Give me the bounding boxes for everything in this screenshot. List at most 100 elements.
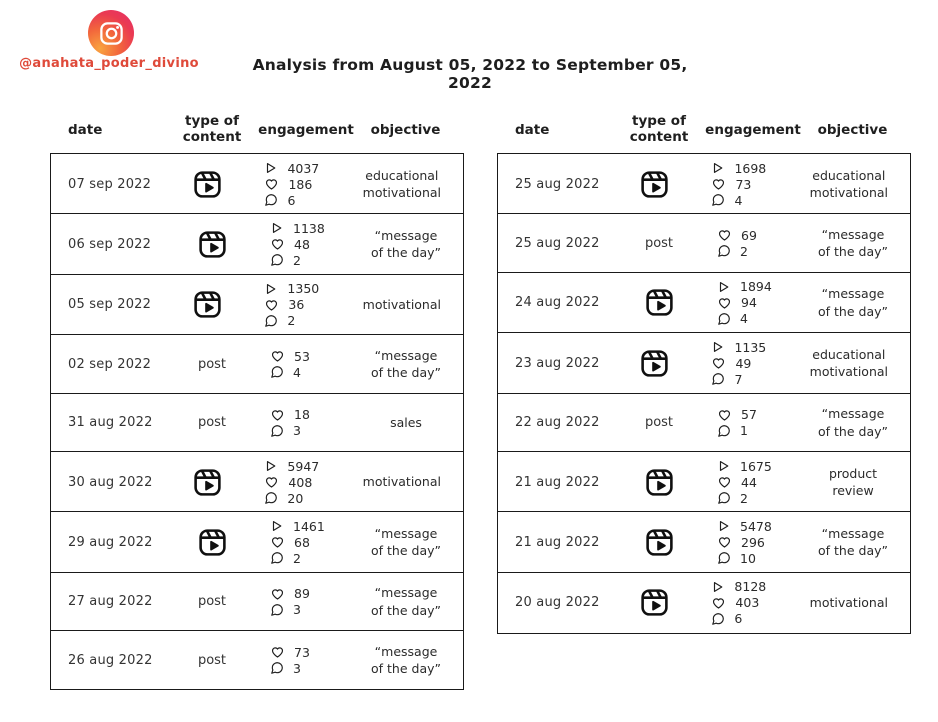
objective-cell: motivational <box>809 595 888 611</box>
plays-value: 1698 <box>734 160 767 176</box>
likes-value: 48 <box>294 236 310 252</box>
objective-cell: “message of the day” <box>371 643 441 677</box>
engagement-line: 73 <box>270 645 361 660</box>
engagement-line: 1461 <box>270 519 361 534</box>
comments-value: 3 <box>293 423 301 439</box>
type-cell: post <box>173 573 251 631</box>
comments-value: 3 <box>293 660 301 676</box>
engagement-line: 7 <box>711 372 799 387</box>
engagement-line: 4 <box>717 311 808 326</box>
objective-cell: “message of the day” <box>818 525 888 559</box>
type-cell: post <box>173 631 251 689</box>
engagement-line: 4 <box>270 365 361 380</box>
heart-icon <box>718 477 731 488</box>
heart-icon <box>271 537 284 549</box>
type-cell <box>620 512 698 572</box>
play-icon <box>267 163 276 173</box>
heart-icon <box>713 179 725 190</box>
engagement-line: 2 <box>270 253 361 268</box>
engagement-cell: 18 3 <box>251 394 361 452</box>
plays-value: 1675 <box>740 458 772 474</box>
reel-icon <box>641 170 668 198</box>
table-row: 31 aug 2022 post 18 3 sales <box>50 392 464 453</box>
engagement-cell: 73 3 <box>251 631 361 689</box>
engagement-cell: 1138 48 2 <box>251 214 361 274</box>
reel-icon <box>198 529 226 556</box>
table-row: 24 aug 2022 1894 94 4 “message of the day” <box>497 271 911 334</box>
comment-icon <box>718 245 730 258</box>
comments-value: 7 <box>734 371 743 387</box>
table-header: date type of content engagement objectiv… <box>497 106 911 153</box>
date-cell: 25 aug 2022 <box>515 235 600 251</box>
engagement-line: 1675 <box>717 459 808 474</box>
engagement-line: 3 <box>270 661 361 676</box>
engagement-line: 1135 <box>711 340 799 355</box>
heart-icon <box>713 358 725 369</box>
comments-value: 2 <box>293 550 301 566</box>
heart-icon <box>718 230 731 242</box>
comments-value: 2 <box>287 313 296 329</box>
engagement-cell: 53 4 <box>251 335 361 393</box>
engagement-line: 53 <box>270 349 361 364</box>
play-icon <box>719 461 729 471</box>
likes-value: 296 <box>741 534 765 550</box>
heart-icon <box>718 409 731 421</box>
reel-icon <box>641 589 668 617</box>
likes-value: 94 <box>741 295 757 311</box>
column-header-engagement: engagement <box>258 121 354 138</box>
comments-value: 2 <box>740 243 748 259</box>
heart-icon <box>266 300 278 311</box>
date-cell: 07 sep 2022 <box>68 176 152 192</box>
engagement-line: 296 <box>717 535 808 550</box>
engagement-line: 3 <box>270 602 361 617</box>
objective-cell: “message of the day” <box>371 585 441 618</box>
likes-value: 89 <box>294 586 310 602</box>
heart-icon <box>271 239 284 251</box>
date-cell: 06 sep 2022 <box>68 236 152 252</box>
likes-value: 68 <box>294 534 310 550</box>
table-row: 30 aug 2022 5947 408 20 motivational <box>50 451 464 514</box>
reel-icon <box>641 350 668 377</box>
date-cell: 20 aug 2022 <box>515 595 600 611</box>
objective-cell: product review <box>828 465 878 499</box>
engagement-cell: 1698 73 4 <box>692 154 799 214</box>
comment-icon <box>271 662 283 675</box>
engagement-line: 89 <box>270 586 361 601</box>
engagement-line: 6 <box>264 193 352 208</box>
post-type-label: post <box>197 594 227 610</box>
table-row: 20 aug 2022 8128 403 6 motivational <box>497 571 911 634</box>
page-title: Analysis from August 05, 2022 to Septemb… <box>252 56 688 92</box>
engagement-line: 2 <box>717 491 808 506</box>
table-row: 05 sep 2022 1350 36 2 motivational <box>50 273 464 336</box>
engagement-cell: 1894 94 4 <box>698 273 808 333</box>
comments-value: 10 <box>740 550 756 566</box>
engagement-line: 3 <box>270 423 361 438</box>
engagement-line: 1 <box>717 423 808 438</box>
engagement-line: 48 <box>270 237 361 252</box>
comment-icon <box>718 492 730 504</box>
comment-icon <box>271 254 283 267</box>
engagement-line: 5947 <box>264 459 352 474</box>
comments-value: 4 <box>293 364 301 380</box>
engagement-cell: 1135 49 7 <box>692 333 799 393</box>
heart-icon <box>271 409 284 421</box>
type-cell <box>617 154 693 214</box>
table-row: 21 aug 2022 1675 44 2 product review <box>497 451 911 514</box>
likes-value: 186 <box>288 176 313 192</box>
engagement-line: 10 <box>717 551 808 566</box>
date-cell: 30 aug 2022 <box>68 474 153 490</box>
reel-icon <box>645 289 673 316</box>
heart-icon <box>266 179 278 190</box>
table-row: 07 sep 2022 4037 186 6 educational motivatio… <box>50 153 464 215</box>
likes-value: 73 <box>735 176 752 192</box>
type-cell <box>617 333 693 393</box>
objective-cell: motivational <box>362 474 441 490</box>
comment-icon <box>271 366 283 379</box>
engagement-line: 2 <box>270 551 361 566</box>
comments-value: 2 <box>740 490 748 506</box>
post-type-label: post <box>197 356 227 372</box>
comments-value: 6 <box>287 192 296 208</box>
column-header-objective: objective <box>817 121 888 138</box>
engagement-line: 94 <box>717 295 808 310</box>
comment-icon <box>271 552 283 565</box>
